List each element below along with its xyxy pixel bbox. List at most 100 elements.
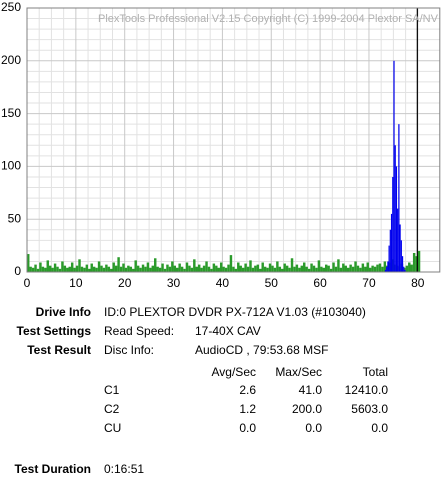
bar <box>190 267 194 272</box>
bar <box>298 267 301 272</box>
bar <box>405 265 409 272</box>
bar <box>171 261 174 272</box>
y-tick-label: 50 <box>8 211 22 225</box>
bar <box>239 265 242 272</box>
bar <box>281 268 284 272</box>
bar <box>254 265 257 272</box>
bar <box>63 265 67 272</box>
bar <box>408 262 411 272</box>
bar <box>154 258 157 272</box>
bar <box>388 245 390 272</box>
bar <box>332 262 335 272</box>
bar <box>351 266 355 272</box>
plot-frame <box>26 7 441 273</box>
plot-area <box>27 8 440 272</box>
bar <box>403 266 405 272</box>
bar <box>141 264 145 272</box>
bar <box>205 261 208 272</box>
bar <box>278 266 282 272</box>
bar <box>312 265 316 272</box>
bar <box>389 229 391 272</box>
bar <box>273 267 277 272</box>
bar <box>327 265 330 272</box>
bar <box>105 264 108 272</box>
bar <box>397 208 399 272</box>
bar <box>90 263 93 272</box>
bar <box>394 145 396 272</box>
bar <box>317 260 321 272</box>
bar <box>212 263 216 272</box>
bar <box>156 266 159 272</box>
bar <box>215 265 218 272</box>
bar <box>92 266 96 272</box>
bar <box>85 264 89 272</box>
bar <box>361 263 365 272</box>
bar <box>415 256 418 272</box>
bar <box>366 262 369 272</box>
bar <box>27 254 30 272</box>
bar <box>166 264 169 272</box>
cell: 0.0 <box>239 421 256 435</box>
bar <box>276 261 279 272</box>
bar <box>293 266 296 272</box>
bar <box>44 267 47 272</box>
bar <box>383 261 387 272</box>
bar <box>195 266 198 272</box>
bar <box>310 263 313 272</box>
bar <box>246 266 250 272</box>
bar <box>78 259 81 272</box>
bar <box>295 264 299 272</box>
cell: 2.6 <box>239 383 256 397</box>
bar <box>376 264 379 272</box>
bar <box>227 264 230 272</box>
bar <box>114 265 118 272</box>
bar <box>305 266 308 272</box>
bar <box>346 267 350 272</box>
bar <box>31 267 35 272</box>
bar <box>219 262 223 272</box>
bar <box>263 266 267 272</box>
bar <box>107 266 111 272</box>
bar <box>146 262 150 272</box>
cell: 0.0 <box>371 421 388 435</box>
row-name: C2 <box>104 402 120 416</box>
bar <box>288 267 291 272</box>
bar <box>359 267 362 272</box>
bar <box>329 268 333 272</box>
bar <box>178 263 181 272</box>
bar <box>222 266 225 272</box>
y-tick-label: 150 <box>1 106 21 120</box>
bar <box>399 224 401 272</box>
bar <box>259 268 262 272</box>
bar <box>117 257 120 272</box>
bar <box>102 267 106 272</box>
bar <box>373 266 377 272</box>
bar <box>34 264 37 272</box>
bar <box>41 266 45 272</box>
bar <box>368 267 372 272</box>
bar <box>342 263 345 272</box>
y-tick-label: 200 <box>1 53 21 67</box>
column-header: Total <box>363 365 388 379</box>
bar <box>387 261 389 272</box>
bar <box>322 267 325 272</box>
bar <box>386 266 388 272</box>
bar <box>149 267 152 272</box>
bar <box>161 263 164 272</box>
bar <box>285 265 289 272</box>
bar <box>261 262 264 272</box>
bar <box>232 266 235 272</box>
bar <box>344 265 347 272</box>
bar <box>334 266 338 272</box>
cell: 1.2 <box>239 402 256 416</box>
bar <box>224 267 228 272</box>
bar <box>283 263 286 272</box>
bar <box>229 255 233 272</box>
bar <box>66 267 69 272</box>
bar <box>51 267 54 272</box>
bar <box>68 266 71 272</box>
bar <box>163 268 167 272</box>
y-tick-label: 100 <box>1 159 21 173</box>
cell: 5603.0 <box>351 402 388 416</box>
